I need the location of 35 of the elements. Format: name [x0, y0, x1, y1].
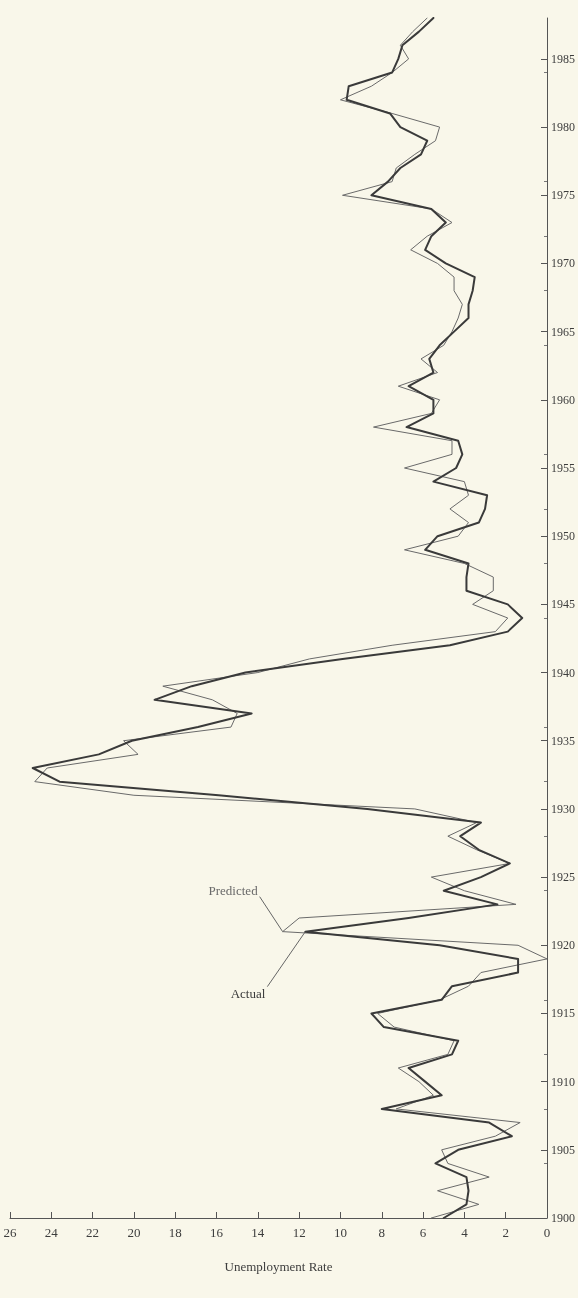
y-tick-label: 1930: [551, 801, 575, 816]
y-tick-label: 1965: [551, 324, 575, 339]
x-tick-label: 0: [543, 1225, 551, 1240]
x-tick-label: 14: [251, 1225, 265, 1240]
text: Actual: [230, 985, 266, 1001]
y-tick-label: 1950: [551, 529, 575, 544]
y-tick-label: 1920: [551, 938, 575, 953]
y-tick-label: 1925: [551, 870, 575, 885]
y-tick-label: 1985: [551, 51, 575, 66]
y-tick-label: 1910: [551, 1074, 575, 1089]
y-tick-label: 1900: [551, 1211, 575, 1225]
x-tick-label: 10: [333, 1225, 347, 1240]
x-tick-label: 16: [210, 1225, 224, 1240]
y-tick-label: 1935: [551, 733, 575, 748]
x-axis-title: Unemployment Rate: [224, 1259, 333, 1274]
x-tick-label: 20: [127, 1225, 141, 1240]
x-tick-label: 4: [461, 1225, 469, 1240]
x-tick-label: 6: [419, 1225, 427, 1240]
x-tick-label: 12: [292, 1225, 306, 1240]
y-tick-label: 1915: [551, 1006, 575, 1021]
x-tick-label: 24: [44, 1225, 59, 1240]
x-tick-label: 22: [86, 1225, 100, 1240]
y-tick-label: 1975: [551, 188, 575, 203]
x-tick-label: 8: [378, 1225, 386, 1240]
y-tick-label: 1960: [551, 392, 575, 407]
y-tick-label: 1905: [551, 1142, 575, 1157]
x-tick-label: 2: [502, 1225, 509, 1240]
y-tick-label: 1955: [551, 461, 575, 475]
x-tick-label: 18: [168, 1225, 182, 1240]
y-tick-label: 1980: [551, 120, 575, 135]
y-tick-label: 1970: [551, 256, 575, 271]
text: Predicted: [208, 882, 259, 898]
y-tick-label: 1945: [551, 597, 575, 612]
y-tick-label: 1940: [551, 665, 575, 680]
x-tick-label: 26: [3, 1225, 17, 1240]
